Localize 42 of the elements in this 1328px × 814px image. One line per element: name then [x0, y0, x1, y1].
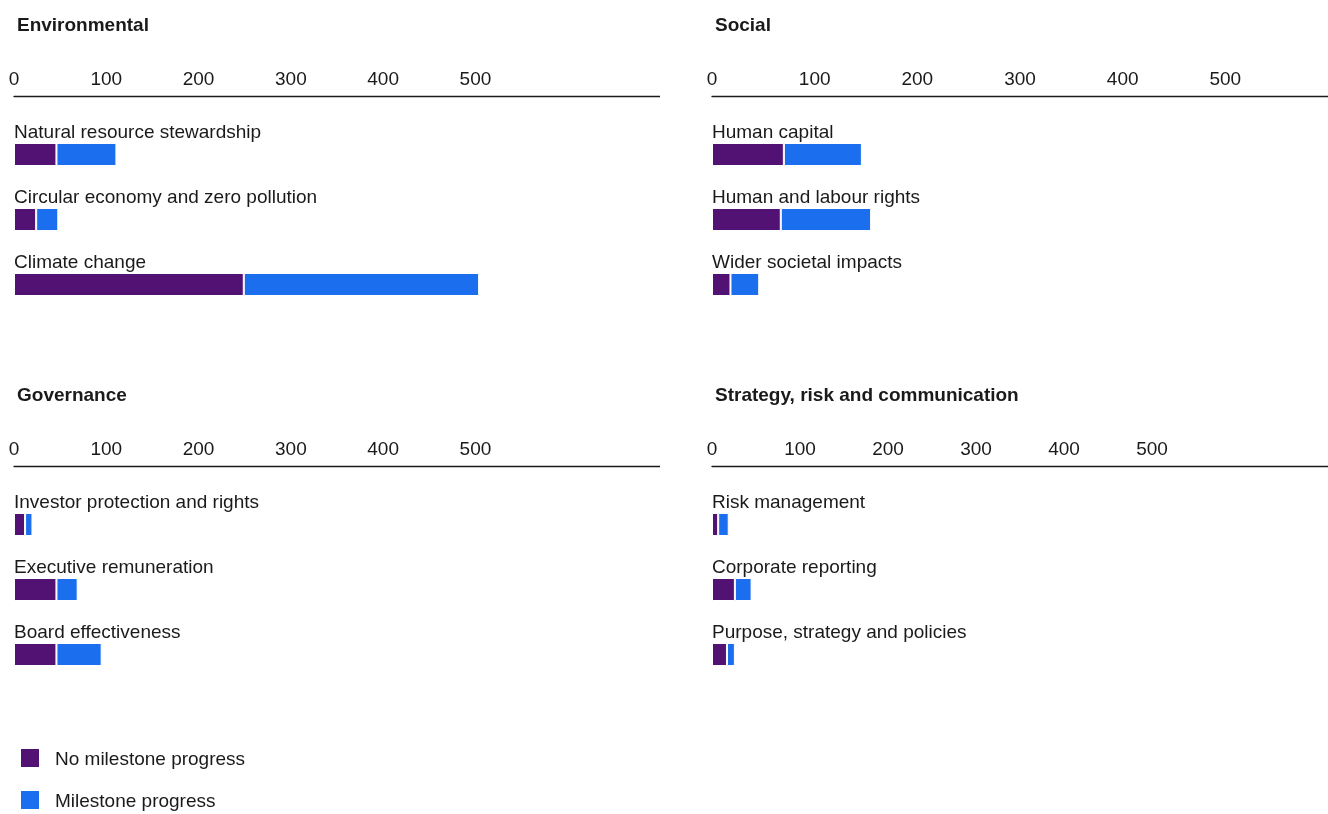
x-tick-label: 100 [90, 68, 123, 89]
x-tick-label: 300 [275, 68, 307, 89]
x-tick-label: 0 [8, 438, 20, 459]
y-tick-label: Natural resource stewardship [14, 120, 262, 142]
x-tick-label: 500 [1136, 438, 1168, 459]
x-tick-label: 300 [960, 438, 992, 459]
x-tick-label: 200 [182, 68, 215, 89]
x-tick-label: 0 [8, 68, 20, 89]
x-tick-label: 100 [90, 438, 123, 459]
x-tick-label: 200 [901, 68, 934, 89]
y-tick-label: Circular economy and zero pollution [14, 185, 318, 207]
y-tick-label: Investor protection and rights [14, 490, 260, 512]
chart-title: Environmental [17, 14, 149, 35]
x-tick-label: 200 [182, 438, 215, 459]
y-tick-label: Board effectiveness [14, 620, 181, 642]
y-tick-label: Purpose, strategy and policies [712, 620, 967, 642]
x-tick-label: 400 [367, 438, 399, 459]
y-tick-label: Executive remuneration [14, 555, 214, 577]
y-tick-label: Wider societal impacts [712, 250, 903, 272]
x-tick-label: 0 [706, 438, 718, 459]
x-tick-label: 100 [784, 438, 816, 459]
chart-title: Governance [17, 384, 127, 405]
x-tick-label: 100 [798, 68, 831, 89]
y-tick-label: Risk management [712, 490, 866, 512]
chart-title: Social [715, 14, 771, 35]
x-tick-label: 300 [275, 438, 307, 459]
y-tick-label: Human capital [712, 120, 834, 142]
x-tick-label: 300 [1004, 68, 1036, 89]
legend-label: No milestone progress [55, 747, 246, 769]
x-tick-label: 400 [367, 68, 399, 89]
x-tick-label: 0 [706, 68, 718, 89]
chart-title: Strategy, risk and communication [715, 384, 1019, 405]
y-tick-label: Human and labour rights [712, 185, 921, 207]
x-tick-label: 500 [1209, 68, 1242, 89]
x-tick-label: 400 [1106, 68, 1139, 89]
x-tick-label: 400 [1048, 438, 1080, 459]
y-tick-label: Climate change [14, 250, 147, 272]
legend-label: Milestone progress [55, 789, 216, 811]
y-tick-label: Corporate reporting [712, 555, 877, 577]
x-tick-label: 500 [459, 438, 492, 459]
x-tick-label: 500 [459, 68, 492, 89]
x-tick-label: 200 [872, 438, 904, 459]
